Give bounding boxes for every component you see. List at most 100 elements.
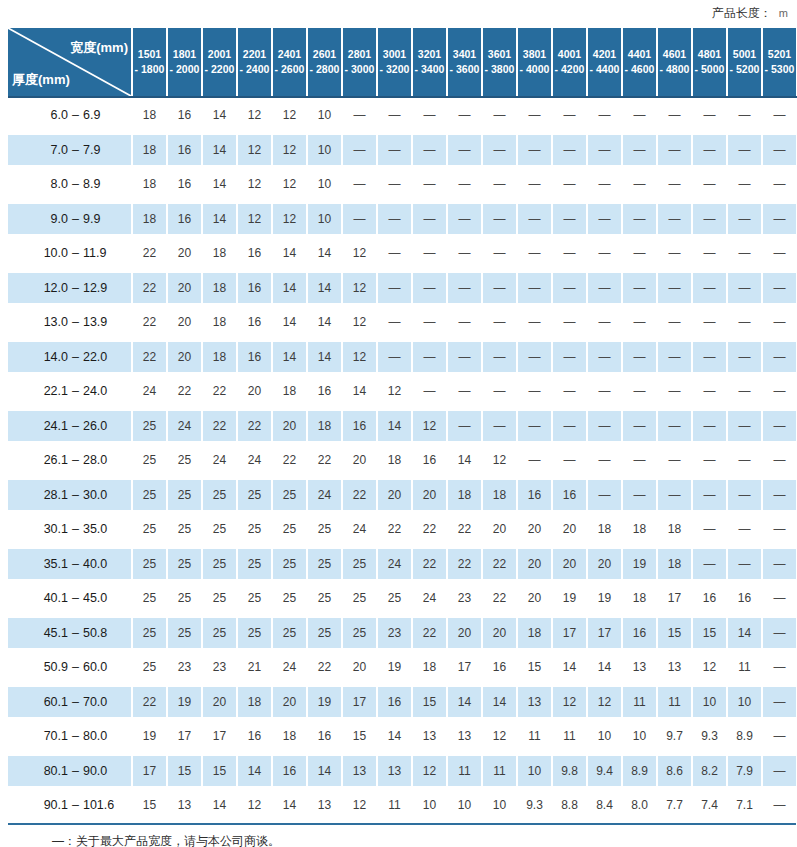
no-data-cell: —	[588, 133, 621, 168]
max-length-cell: 24	[238, 443, 271, 478]
no-data-cell: —	[763, 754, 796, 789]
max-length-cell: 18	[518, 616, 551, 651]
max-length-cell: 25	[378, 581, 411, 616]
no-data-cell: —	[413, 133, 446, 168]
max-length-cell: 11	[553, 719, 586, 754]
max-length-cell: 22	[273, 443, 306, 478]
no-data-cell: —	[518, 305, 551, 340]
no-data-cell: —	[763, 581, 796, 616]
max-length-cell: 18	[203, 236, 236, 271]
max-length-cell: 8.9	[728, 719, 761, 754]
max-length-cell: 12	[273, 98, 306, 133]
no-data-cell: —	[378, 202, 411, 237]
max-length-cell: 20	[448, 616, 481, 651]
max-length-cell: 10	[448, 788, 481, 823]
no-data-cell: —	[693, 340, 726, 375]
max-length-cell: 12	[343, 340, 376, 375]
max-length-cell: 23	[203, 650, 236, 685]
no-data-cell: —	[728, 305, 761, 340]
max-length-cell: 17	[658, 581, 691, 616]
max-length-cell: 20	[413, 478, 446, 513]
max-length-cell: 16	[238, 271, 271, 306]
max-length-cell: 14	[308, 236, 341, 271]
max-length-cell: 25	[133, 478, 166, 513]
column-header-2601: 2601- 2800	[308, 28, 341, 96]
no-data-cell: —	[553, 374, 586, 409]
max-length-cell: 17	[448, 650, 481, 685]
no-data-cell: —	[728, 547, 761, 582]
no-data-cell: —	[448, 374, 481, 409]
max-length-cell: 25	[238, 478, 271, 513]
max-length-cell: 22	[308, 650, 341, 685]
no-data-cell: —	[728, 133, 761, 168]
max-length-cell: 21	[238, 650, 271, 685]
column-header-1501: 1501- 1800	[133, 28, 166, 96]
table-row: 50.9–60.02523232124222019181716151414131…	[8, 650, 797, 685]
no-data-cell: —	[728, 167, 761, 202]
max-length-cell: 18	[448, 478, 481, 513]
no-data-cell: —	[553, 305, 586, 340]
table-row: 40.1–45.02525252525252525242322201919181…	[8, 581, 797, 616]
row-header-thickness-range: 7.0–7.9	[8, 133, 131, 168]
max-length-cell: 20	[553, 547, 586, 582]
max-length-cell: 12	[378, 374, 411, 409]
no-data-cell: —	[763, 616, 796, 651]
max-length-cell: 11	[448, 754, 481, 789]
catalog-table-page: 产品长度：m 宽度(mm) 厚度(mm) 1501- 18001801- 200…	[0, 0, 797, 847]
max-length-cell: 20	[588, 547, 621, 582]
no-data-cell: —	[658, 305, 691, 340]
max-length-cell: 13	[308, 788, 341, 823]
no-data-cell: —	[413, 236, 446, 271]
max-length-cell: 25	[133, 547, 166, 582]
max-length-cell: 9.7	[658, 719, 691, 754]
no-data-cell: —	[658, 271, 691, 306]
max-length-cell: 24	[133, 374, 166, 409]
max-length-cell: 14	[448, 443, 481, 478]
product-length-note: 产品长度：m	[0, 0, 797, 28]
max-length-cell: 22	[133, 236, 166, 271]
no-data-cell: —	[378, 305, 411, 340]
no-data-cell: —	[658, 374, 691, 409]
max-length-cell: 22	[448, 512, 481, 547]
no-data-cell: —	[763, 719, 796, 754]
no-data-cell: —	[728, 512, 761, 547]
max-length-cell: 12	[238, 167, 271, 202]
max-length-cell: 22	[133, 305, 166, 340]
no-data-cell: —	[448, 340, 481, 375]
max-length-cell: 25	[133, 616, 166, 651]
no-data-cell: —	[343, 202, 376, 237]
row-header-thickness-range: 9.0–9.9	[8, 202, 131, 237]
no-data-cell: —	[623, 478, 656, 513]
max-length-cell: 18	[623, 581, 656, 616]
no-data-cell: —	[658, 478, 691, 513]
max-length-cell: 25	[308, 512, 341, 547]
max-length-cell: 25	[343, 581, 376, 616]
table-row: 9.0–9.9181614121210—————————————	[8, 202, 797, 237]
max-length-cell: 22	[483, 547, 516, 582]
max-length-cell: 20	[273, 409, 306, 444]
max-length-cell: 16	[168, 98, 201, 133]
row-header-thickness-range: 14.0–22.0	[8, 340, 131, 375]
no-data-cell: —	[658, 202, 691, 237]
max-length-cell: 16	[238, 719, 271, 754]
max-length-cell: 12	[483, 719, 516, 754]
max-length-cell: 25	[168, 512, 201, 547]
max-length-cell: 15	[413, 685, 446, 720]
no-data-cell: —	[658, 133, 691, 168]
max-length-cell: 12	[343, 788, 376, 823]
no-data-cell: —	[623, 133, 656, 168]
max-length-cell: 10	[483, 788, 516, 823]
row-header-thickness-range: 8.0–8.9	[8, 167, 131, 202]
max-length-cell: 15	[343, 719, 376, 754]
no-data-cell: —	[553, 167, 586, 202]
no-data-cell: —	[553, 98, 586, 133]
no-data-cell: —	[763, 133, 796, 168]
max-length-cell: 18	[273, 374, 306, 409]
table-row: 35.1–40.02525252525252524222222202020191…	[8, 547, 797, 582]
max-length-cell: 16	[413, 443, 446, 478]
max-length-cell: 13	[518, 685, 551, 720]
max-length-cell: 25	[273, 478, 306, 513]
table-row: 13.0–13.922201816141412————————————	[8, 305, 797, 340]
no-data-cell: —	[483, 133, 516, 168]
max-length-cell: 18	[413, 650, 446, 685]
